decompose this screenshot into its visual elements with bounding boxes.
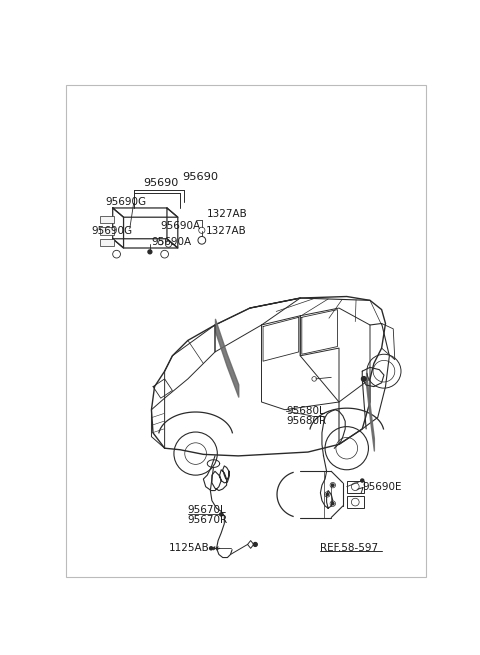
Text: REF.58-597: REF.58-597: [320, 543, 378, 553]
Circle shape: [210, 547, 213, 550]
Bar: [100, 227, 114, 235]
Text: 95680L: 95680L: [286, 406, 325, 416]
Circle shape: [220, 513, 223, 516]
Circle shape: [253, 542, 257, 546]
Bar: [100, 215, 114, 223]
Circle shape: [332, 484, 334, 486]
Text: 1327AB: 1327AB: [206, 226, 246, 236]
Bar: [347, 496, 364, 508]
Bar: [100, 239, 114, 246]
Circle shape: [361, 377, 366, 381]
Text: 95690G: 95690G: [105, 196, 146, 207]
Text: 95690A: 95690A: [161, 221, 201, 231]
Circle shape: [326, 493, 328, 496]
Text: 1327AB: 1327AB: [207, 209, 248, 219]
Text: 95690E: 95690E: [362, 481, 402, 492]
Text: 95670R: 95670R: [188, 515, 228, 525]
Text: 95690: 95690: [182, 172, 218, 182]
Text: 95670L: 95670L: [188, 505, 227, 515]
Circle shape: [360, 479, 364, 482]
Text: 95690A: 95690A: [152, 237, 192, 247]
Text: 95680R: 95680R: [286, 416, 326, 426]
Text: 95690G: 95690G: [91, 226, 132, 236]
Circle shape: [332, 502, 334, 505]
Bar: [347, 481, 364, 493]
Text: 1125AB: 1125AB: [168, 543, 209, 553]
Text: 95690: 95690: [144, 178, 179, 189]
Circle shape: [148, 250, 152, 253]
